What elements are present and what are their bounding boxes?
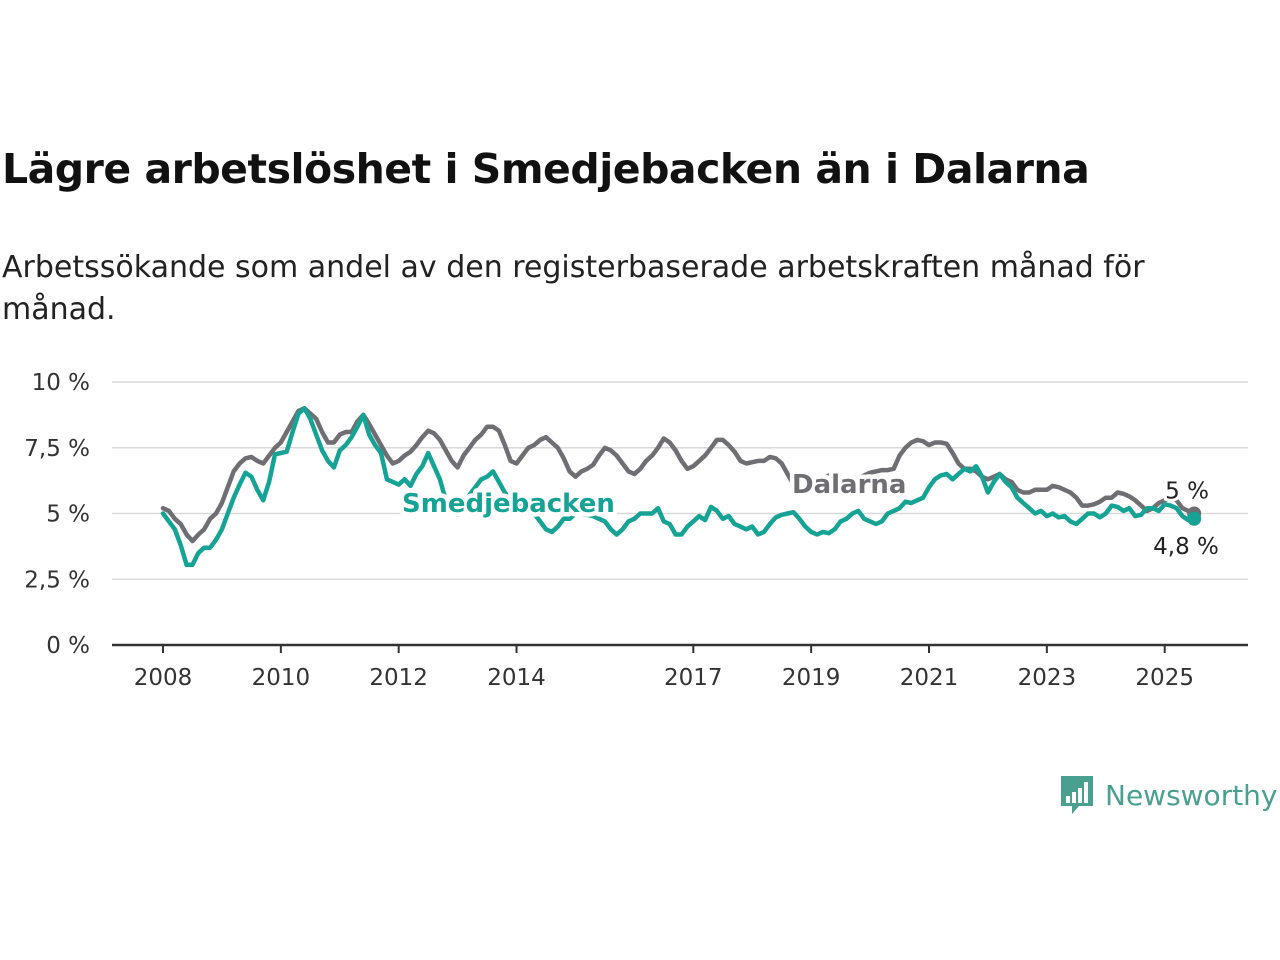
x-tick-label: 2008 xyxy=(134,665,193,691)
y-tick-label: 7,5 % xyxy=(24,436,90,462)
y-tick-label: 2,5 % xyxy=(24,567,90,593)
end-value-label-dalarna: 5 % xyxy=(1165,479,1209,505)
x-tick-label: 2012 xyxy=(369,665,428,691)
brand-name: Newsworthy xyxy=(1105,778,1278,812)
y-tick-label: 0 % xyxy=(46,633,90,659)
series-line-smedjebacken xyxy=(160,406,1197,568)
x-tick-label: 2021 xyxy=(900,665,959,691)
series-labels: Dalarna Smedjebacken 5 % 4,8 % xyxy=(398,466,1222,563)
series-line-dalarna xyxy=(160,406,1197,544)
y-tick-label: 10 % xyxy=(32,370,90,396)
series-label-smedjebacken: Smedjebacken xyxy=(402,489,615,519)
x-tick-label: 2017 xyxy=(664,665,723,691)
x-tick-label: 2025 xyxy=(1135,665,1194,691)
series-label-dalarna: Dalarna xyxy=(792,470,906,500)
chart-subtitle: Arbetssökande som andel av den registerb… xyxy=(2,250,1145,327)
gridlines: 0 % 2,5 % 5 % 7,5 % 10 % xyxy=(24,370,1248,659)
x-tick-label: 2023 xyxy=(1018,665,1077,691)
x-axis: 2008 2010 2012 2014 2017 2019 2021 2023 2025 xyxy=(112,643,1248,691)
line-chart: 0 % 2,5 % 5 % 7,5 % 10 % 2008 2010 2012 2014 201… xyxy=(24,370,1248,691)
x-tick-label: 2010 xyxy=(252,665,311,691)
series-lines xyxy=(160,406,1202,568)
newsworthy-logo: Newsworthy xyxy=(1058,773,1278,817)
bar-chart-speech-bubble-icon xyxy=(1061,776,1093,814)
y-tick-label: 5 % xyxy=(46,502,90,528)
x-tick-label: 2019 xyxy=(782,665,841,691)
chart-title: Lägre arbetslöshet i Smedjebacken än i D… xyxy=(2,145,1090,193)
series-endpoint-smedjebacken xyxy=(1187,511,1202,526)
end-value-label-smedjebacken: 4,8 % xyxy=(1153,534,1219,560)
x-tick-label: 2014 xyxy=(487,665,546,691)
